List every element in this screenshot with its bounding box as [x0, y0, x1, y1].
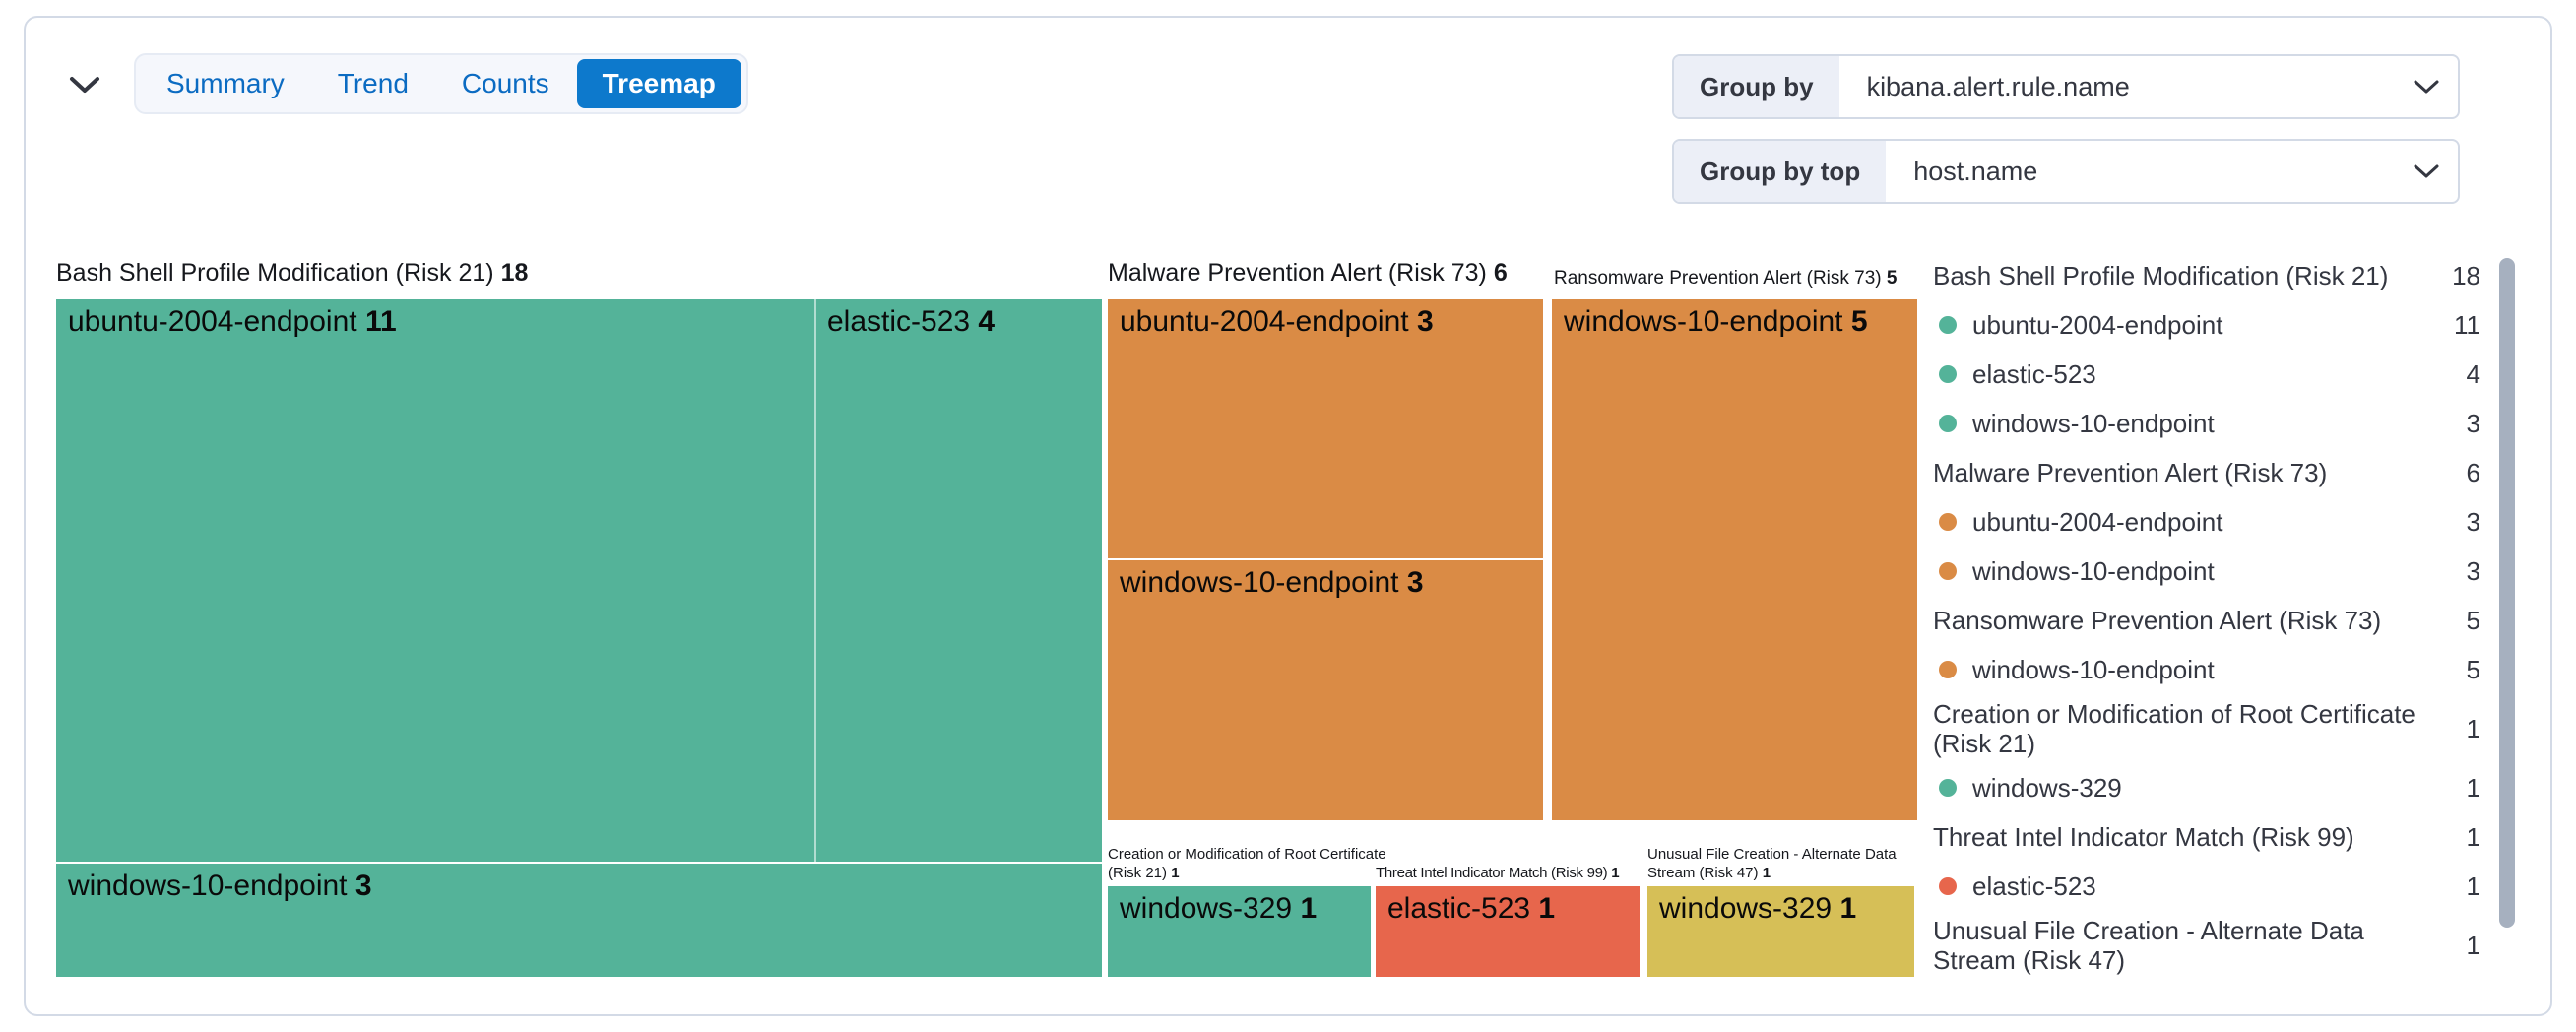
- group-by-top-value: host.name: [1913, 156, 2038, 186]
- collapse-section-button[interactable]: [61, 63, 108, 106]
- legend-color-dot: [1939, 779, 1957, 797]
- tab-trend[interactable]: Trend: [312, 59, 434, 108]
- legend-color-dot: [1939, 661, 1957, 678]
- group-by-top-label: Group by top: [1674, 141, 1887, 202]
- legend-title-row[interactable]: Creation or Modification of Root Certifi…: [1933, 699, 2480, 758]
- treemap-cell-windows-10-endpoint[interactable]: windows-10-endpoint 3: [56, 864, 1102, 977]
- treemap-group-ransomware: windows-10-endpoint 5: [1552, 299, 1917, 820]
- treemap-group-root-certificate: windows-329 1: [1108, 886, 1371, 977]
- chevron-down-icon: [2395, 56, 2458, 117]
- treemap-group-header: Threat Intel Indicator Match (Risk 99) 1: [1376, 865, 1620, 881]
- legend-item-row[interactable]: ubuntu-2004-endpoint 3: [1933, 497, 2480, 547]
- treemap-cell-windows-329[interactable]: windows-329 1: [1647, 886, 1914, 977]
- legend-item-row[interactable]: elastic-523 1: [1933, 862, 2480, 911]
- legend-item-row[interactable]: ubuntu-2004-endpoint 11: [1933, 300, 2480, 350]
- treemap-cell-windows-10-endpoint[interactable]: windows-10-endpoint 5: [1552, 299, 1917, 820]
- cell-divider: [56, 862, 1102, 864]
- legend-scrollbar-thumb[interactable]: [2499, 258, 2515, 928]
- legend-title-row[interactable]: Ransomware Prevention Alert (Risk 73) 5: [1933, 605, 2480, 636]
- legend-item-row[interactable]: windows-10-endpoint 5: [1933, 645, 2480, 694]
- legend-color-dot: [1939, 365, 1957, 383]
- legend-item-row[interactable]: windows-329 1: [1933, 763, 2480, 812]
- treemap-group-bash-shell: ubuntu-2004-endpoint 11 elastic-523 4 wi…: [56, 299, 1102, 977]
- treemap-group-header: Ransomware Prevention Alert (Risk 73) 5: [1554, 268, 1898, 289]
- legend-color-dot: [1939, 877, 1957, 895]
- legend-color-dot: [1939, 562, 1957, 580]
- legend-title-row[interactable]: Malware Prevention Alert (Risk 73) 6: [1933, 457, 2480, 488]
- cell-divider: [1108, 558, 1543, 560]
- legend-title-row[interactable]: Threat Intel Indicator Match (Risk 99) 1: [1933, 821, 2480, 853]
- tab-summary[interactable]: Summary: [141, 59, 310, 108]
- treemap-cell-windows-329[interactable]: windows-329 1: [1108, 886, 1371, 977]
- treemap-cell-windows-10-endpoint[interactable]: windows-10-endpoint 3: [1108, 560, 1543, 820]
- group-by-label: Group by: [1674, 56, 1839, 117]
- chevron-down-icon: [68, 74, 101, 96]
- treemap-group-header: Creation or Modification of Root Certifi…: [1108, 846, 1386, 881]
- tab-treemap[interactable]: Treemap: [576, 59, 741, 108]
- legend-item-row[interactable]: elastic-523 4: [1933, 350, 2480, 399]
- treemap-group-threat-intel: elastic-523 1: [1376, 886, 1640, 977]
- legend-title-row[interactable]: Unusual File Creation - Alternate Data S…: [1933, 916, 2480, 975]
- group-by-select[interactable]: Group by kibana.alert.rule.name: [1672, 54, 2460, 119]
- legend-title-row[interactable]: Bash Shell Profile Modification (Risk 21…: [1933, 260, 2480, 291]
- treemap-group-malware: ubuntu-2004-endpoint 3 windows-10-endpoi…: [1108, 299, 1543, 820]
- group-by-value: kibana.alert.rule.name: [1866, 71, 2130, 101]
- tab-counts[interactable]: Counts: [436, 59, 575, 108]
- cell-divider: [814, 299, 816, 862]
- legend-color-dot: [1939, 415, 1957, 432]
- treemap-cell-ubuntu-2004-endpoint[interactable]: ubuntu-2004-endpoint 3: [1108, 299, 1543, 558]
- chevron-down-icon: [2395, 141, 2458, 202]
- treemap-cell-elastic-523[interactable]: elastic-523 1: [1376, 886, 1640, 977]
- legend-color-dot: [1939, 513, 1957, 531]
- treemap-cell-ubuntu-2004-endpoint[interactable]: ubuntu-2004-endpoint 11: [56, 299, 815, 862]
- treemap-group-header: Unusual File Creation - Alternate Data S…: [1647, 846, 1897, 881]
- legend-color-dot: [1939, 316, 1957, 334]
- treemap-cell-elastic-523[interactable]: elastic-523 4: [815, 299, 1102, 862]
- legend-item-row[interactable]: windows-10-endpoint 3: [1933, 547, 2480, 596]
- view-button-group: Summary Trend Counts Treemap: [134, 53, 748, 114]
- group-by-top-select[interactable]: Group by top host.name: [1672, 139, 2460, 204]
- treemap-legend: Bash Shell Profile Modification (Risk 21…: [1933, 251, 2480, 980]
- treemap-group-header: Bash Shell Profile Modification (Risk 21…: [56, 259, 529, 287]
- treemap-group-unusual-file: windows-329 1: [1647, 886, 1914, 977]
- treemap-group-header: Malware Prevention Alert (Risk 73) 6: [1108, 259, 1508, 287]
- legend-item-row[interactable]: windows-10-endpoint 3: [1933, 399, 2480, 448]
